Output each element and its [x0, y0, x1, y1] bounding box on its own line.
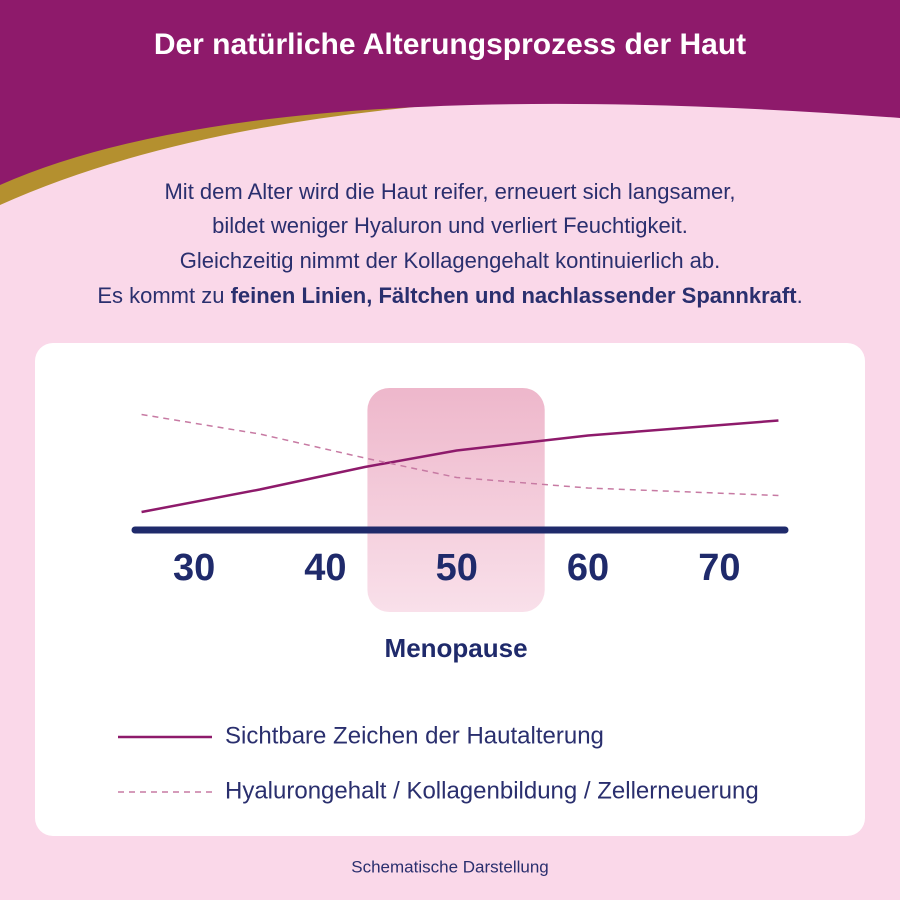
- intro-line: Es kommt zu feinen Linien, Fältchen und …: [97, 283, 802, 308]
- header-band: [0, 0, 900, 185]
- footer: Schematische Darstellung: [351, 857, 548, 876]
- x-tick-label: 50: [436, 547, 478, 589]
- x-tick-label: 30: [173, 547, 215, 589]
- intro-line: bildet weniger Hyaluron und verliert Feu…: [212, 213, 688, 238]
- intro-text: .: [797, 283, 803, 308]
- intro-line: Gleichzeitig nimmt der Kollagengehalt ko…: [180, 248, 721, 273]
- menopause-label: Menopause: [385, 633, 528, 663]
- x-tick-label: 70: [698, 547, 740, 589]
- series-line: [141, 413, 779, 497]
- x-tick-label: 60: [567, 547, 609, 589]
- intro: Mit dem Alter wird die Haut reifer, erne…: [97, 179, 802, 308]
- intro-text: Es kommt zu: [97, 283, 230, 308]
- series-line: [141, 419, 779, 514]
- intro-bold: feinen Linien, Fältchen und nachlassende…: [231, 283, 798, 308]
- legend-label: Sichtbare Zeichen der Hautalterung: [225, 722, 604, 749]
- menopause-range: [367, 388, 545, 612]
- x-tick-label: 40: [304, 547, 346, 589]
- intro-line: Mit dem Alter wird die Haut reifer, erne…: [164, 179, 735, 204]
- legend-label: Hyalurongehalt / Kollagenbildung / Zelle…: [225, 777, 759, 804]
- title: Der natürliche Alterungsprozess der Haut: [154, 28, 746, 61]
